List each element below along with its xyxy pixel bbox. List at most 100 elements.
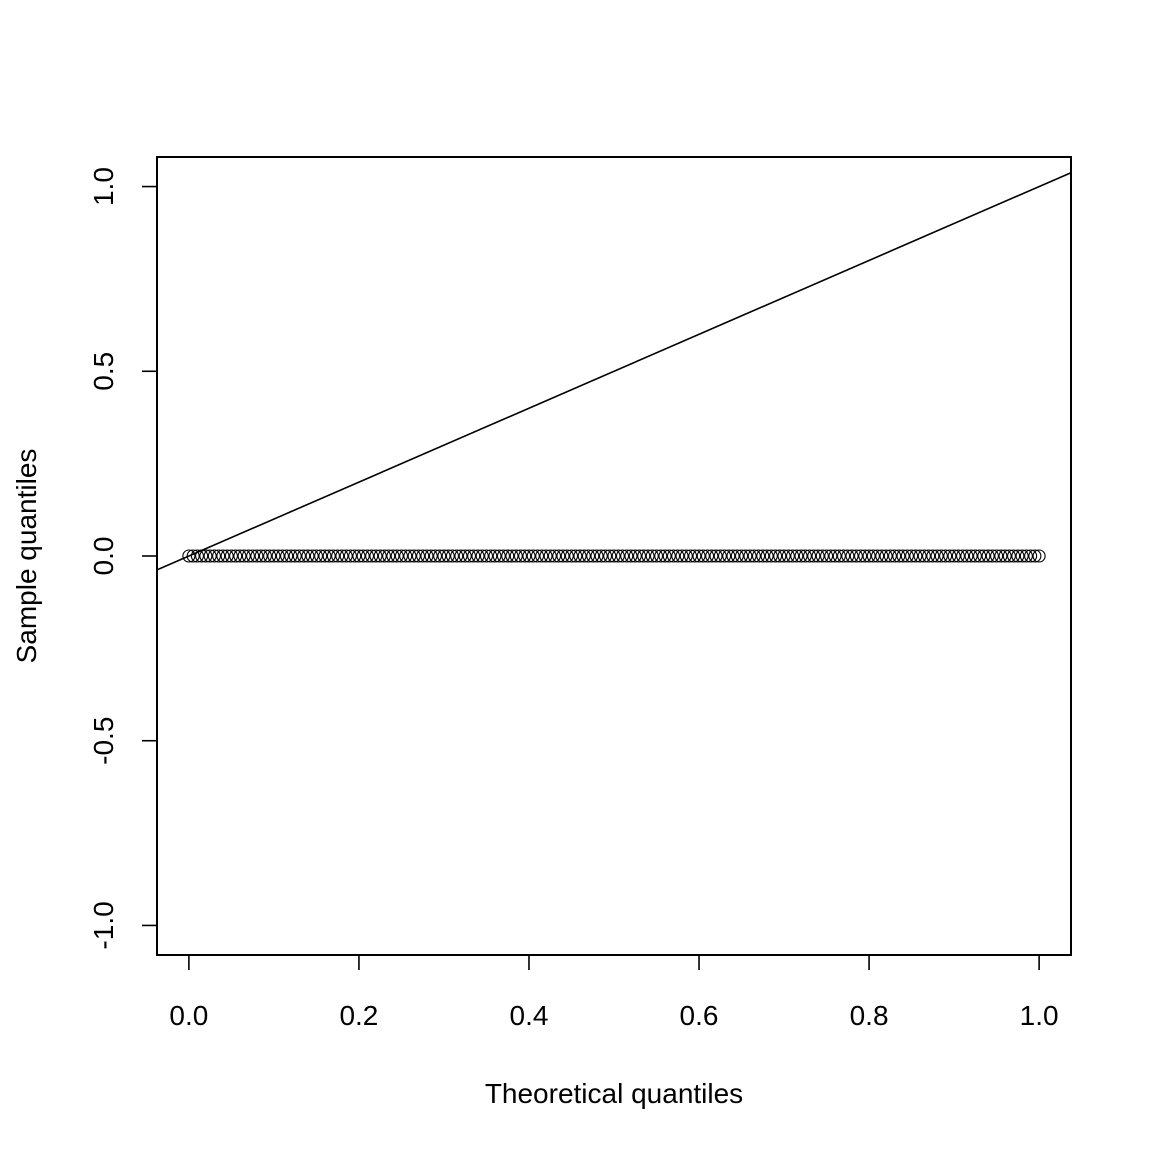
data-point bbox=[467, 549, 481, 563]
reference-line bbox=[157, 171, 1071, 571]
data-point bbox=[1002, 549, 1016, 563]
data-point bbox=[790, 549, 804, 563]
data-point bbox=[407, 549, 421, 563]
series-points bbox=[182, 549, 1046, 563]
data-point bbox=[956, 549, 970, 563]
data-point bbox=[560, 549, 574, 563]
data-point bbox=[1015, 549, 1029, 563]
data-point bbox=[518, 549, 532, 563]
data-point bbox=[360, 549, 374, 563]
x-tick-label: 0.0 bbox=[169, 1000, 208, 1031]
data-point bbox=[837, 549, 851, 563]
data-point bbox=[960, 549, 974, 563]
data-point bbox=[968, 549, 982, 563]
y-tick-label: 0.5 bbox=[88, 352, 119, 391]
data-point bbox=[199, 549, 213, 563]
data-point bbox=[339, 549, 353, 563]
data-point bbox=[437, 549, 451, 563]
data-point bbox=[926, 549, 940, 563]
data-point bbox=[756, 549, 770, 563]
data-point bbox=[913, 549, 927, 563]
data-point bbox=[284, 549, 298, 563]
data-point bbox=[216, 549, 230, 563]
data-point bbox=[934, 549, 948, 563]
data-point bbox=[917, 549, 931, 563]
data-point bbox=[909, 549, 923, 563]
data-point bbox=[581, 549, 596, 563]
data-point bbox=[611, 549, 625, 563]
data-point bbox=[445, 549, 460, 563]
data-point bbox=[496, 549, 511, 563]
data-point bbox=[552, 549, 566, 563]
data-point bbox=[1007, 549, 1021, 563]
data-point bbox=[301, 549, 315, 563]
y-axis-title: Sample quantiles bbox=[11, 449, 42, 664]
data-point bbox=[335, 549, 349, 563]
data-point bbox=[803, 549, 817, 563]
data-point bbox=[747, 549, 761, 563]
data-point bbox=[1024, 549, 1038, 563]
data-point bbox=[666, 549, 681, 563]
data-point bbox=[479, 549, 494, 563]
data-point bbox=[896, 549, 910, 563]
data-point bbox=[671, 549, 685, 563]
data-point bbox=[522, 549, 536, 563]
data-point bbox=[394, 549, 408, 563]
data-point bbox=[331, 549, 345, 563]
data-point bbox=[675, 549, 689, 563]
data-point bbox=[318, 549, 332, 563]
data-point bbox=[900, 549, 914, 563]
data-point bbox=[794, 549, 808, 563]
data-point bbox=[229, 549, 243, 563]
data-point bbox=[326, 549, 340, 563]
data-point bbox=[985, 549, 999, 563]
data-point bbox=[530, 549, 545, 563]
data-point bbox=[649, 549, 664, 563]
data-point bbox=[220, 549, 234, 563]
data-point bbox=[356, 549, 370, 563]
data-point bbox=[420, 549, 434, 563]
data-point bbox=[382, 549, 396, 563]
data-point bbox=[854, 549, 868, 563]
data-point bbox=[866, 549, 880, 563]
data-point bbox=[679, 549, 693, 563]
data-point bbox=[768, 549, 783, 563]
data-point bbox=[454, 549, 468, 563]
data-point bbox=[700, 549, 715, 563]
data-point bbox=[798, 549, 812, 563]
data-point bbox=[696, 549, 710, 563]
data-point bbox=[263, 549, 277, 563]
data-point bbox=[930, 549, 944, 563]
data-point bbox=[186, 549, 200, 563]
data-point bbox=[428, 549, 443, 563]
data-point bbox=[832, 549, 846, 563]
data-point bbox=[726, 549, 740, 563]
data-point bbox=[250, 549, 264, 563]
data-point bbox=[254, 549, 268, 563]
data-point bbox=[403, 549, 417, 563]
data-point bbox=[739, 549, 753, 563]
y-tick-label: -0.5 bbox=[88, 717, 119, 765]
data-point bbox=[658, 549, 672, 563]
data-point bbox=[709, 549, 723, 563]
data-point bbox=[730, 549, 744, 563]
data-point bbox=[849, 549, 863, 563]
x-tick-label: 0.4 bbox=[510, 1000, 549, 1031]
data-point bbox=[297, 549, 311, 563]
data-point bbox=[845, 549, 859, 563]
data-point bbox=[488, 549, 502, 563]
data-point bbox=[811, 549, 825, 563]
data-point bbox=[641, 549, 655, 563]
data-point bbox=[683, 549, 698, 563]
data-point bbox=[322, 549, 336, 563]
data-point bbox=[785, 549, 800, 563]
data-point bbox=[628, 549, 642, 563]
data-point bbox=[441, 549, 455, 563]
plot-marks bbox=[157, 171, 1071, 571]
data-point bbox=[386, 549, 400, 563]
data-point bbox=[564, 549, 579, 563]
data-point bbox=[662, 549, 676, 563]
data-point bbox=[875, 549, 889, 563]
data-point bbox=[377, 549, 391, 563]
